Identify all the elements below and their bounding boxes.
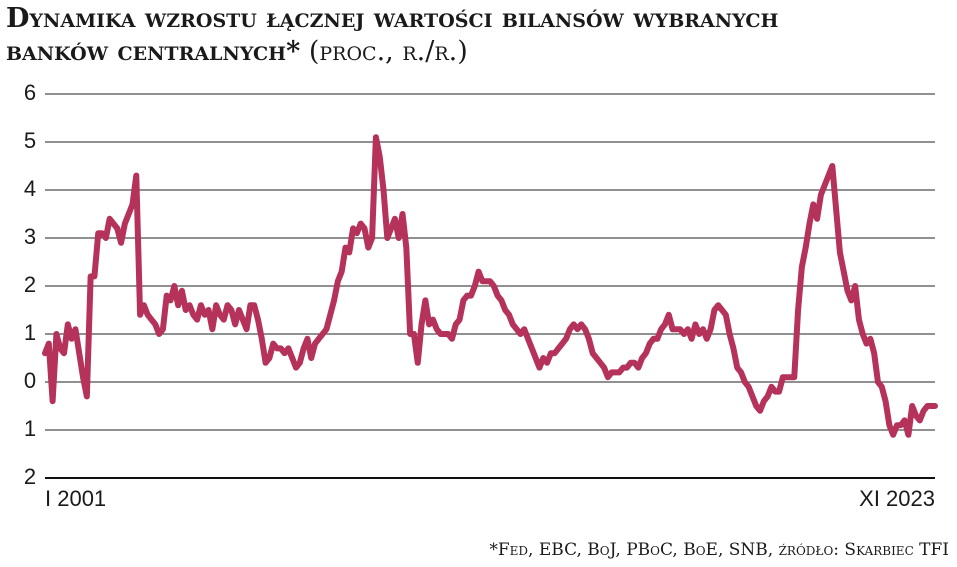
chart-subtitle: (proc., r./r.) [308,36,468,67]
x-tick-label: I 2001 [45,486,106,511]
y-tick-label: 5 [24,128,36,153]
y-tick-label: 0 [24,368,36,393]
y-tick-label: 3 [24,224,36,249]
y-tick-label: 6 [24,80,36,105]
data-line [42,134,938,438]
chart: 2 1 0 1 2 3 4 5 6 I 2001 XI 2023 [24,80,938,511]
footnote: *Fed, EBC, BoJ, PBoC, BoE, SNB, źródło: … [489,540,949,560]
y-tick-label: 1 [24,416,36,441]
y-tick-label: 2 [24,272,36,297]
chart-title: Dynamika wzrostu łącznej wartości bilans… [6,3,779,67]
y-tick-label: 1 [24,320,36,345]
y-tick-label: 2 [24,464,36,489]
x-tick-label: XI 2023 [859,486,935,511]
header: Dynamika wzrostu łącznej wartości bilans… [6,2,856,68]
y-tick-label: 4 [24,176,36,201]
